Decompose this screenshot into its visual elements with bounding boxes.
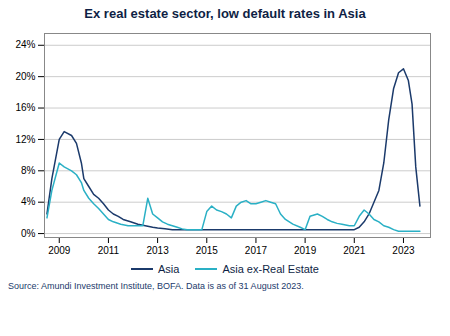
svg-text:0%: 0% bbox=[21, 228, 36, 239]
svg-text:2017: 2017 bbox=[245, 245, 268, 256]
svg-text:20%: 20% bbox=[15, 71, 35, 82]
svg-text:8%: 8% bbox=[21, 165, 36, 176]
html-text:Asia ex-Real Estate: Asia ex-Real Estate bbox=[222, 263, 319, 275]
svg-text:2011: 2011 bbox=[98, 245, 120, 256]
svg-text:16%: 16% bbox=[15, 102, 35, 113]
html-text:Source: Amundi Investment Inst: Source: Amundi Investment Institute, BOF… bbox=[8, 281, 304, 291]
svg-text:4%: 4% bbox=[21, 196, 36, 207]
svg-text:2013: 2013 bbox=[146, 245, 169, 256]
svg-text:2019: 2019 bbox=[294, 245, 317, 256]
svg-text:2015: 2015 bbox=[196, 245, 219, 256]
svg-text:24%: 24% bbox=[15, 39, 35, 50]
html-text:Asia: Asia bbox=[158, 263, 180, 275]
svg-text:12%: 12% bbox=[15, 134, 35, 145]
svg-text:2021: 2021 bbox=[343, 245, 366, 256]
svg-text:2009: 2009 bbox=[48, 245, 71, 256]
html-text:Ex real estate sector, low def: Ex real estate sector, low default rates… bbox=[84, 6, 366, 21]
svg-text:2023: 2023 bbox=[392, 245, 415, 256]
